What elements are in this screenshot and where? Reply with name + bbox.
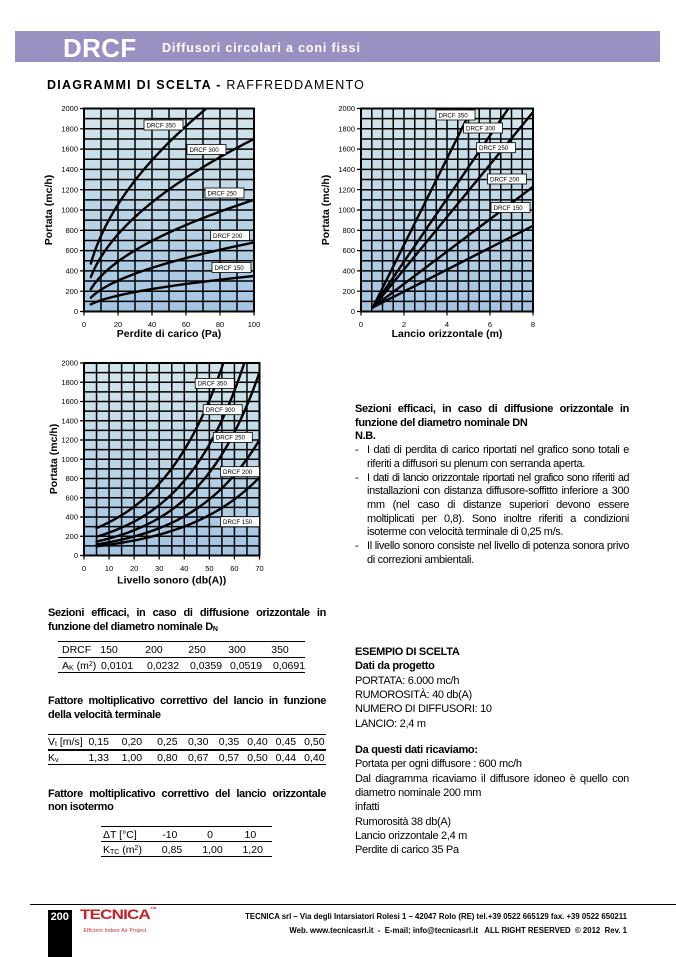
svg-text:DRCF 350: DRCF 350 <box>439 112 469 119</box>
svg-text:DRCF 200: DRCF 200 <box>213 233 243 240</box>
svg-text:DRCF 300: DRCF 300 <box>206 407 236 414</box>
svg-text:600: 600 <box>65 246 78 255</box>
svg-text:1400: 1400 <box>338 165 355 174</box>
svg-text:80: 80 <box>216 320 224 329</box>
svg-text:40: 40 <box>180 564 188 573</box>
svg-text:1400: 1400 <box>61 416 78 425</box>
svg-text:600: 600 <box>342 246 355 255</box>
svg-text:200: 200 <box>65 287 78 296</box>
svg-text:DRCF 250: DRCF 250 <box>208 190 238 197</box>
svg-text:DRCF 250: DRCF 250 <box>216 435 246 442</box>
svg-text:DRCF 250: DRCF 250 <box>479 145 509 152</box>
svg-text:1200: 1200 <box>338 185 355 194</box>
svg-text:0: 0 <box>74 307 78 316</box>
svg-text:DRCF 300: DRCF 300 <box>190 147 220 154</box>
svg-text:800: 800 <box>65 474 78 483</box>
svg-text:400: 400 <box>342 267 355 276</box>
svg-text:0: 0 <box>82 564 86 573</box>
svg-text:1800: 1800 <box>338 124 355 133</box>
svg-text:DRCF 150: DRCF 150 <box>494 205 524 212</box>
svg-text:Lancio orizzontale (m): Lancio orizzontale (m) <box>392 328 503 340</box>
svg-text:0: 0 <box>351 307 355 316</box>
svg-text:60: 60 <box>182 320 190 329</box>
svg-text:10: 10 <box>105 564 113 573</box>
svg-text:DRCF 200: DRCF 200 <box>223 469 253 476</box>
svg-text:1600: 1600 <box>61 145 78 154</box>
svg-text:1800: 1800 <box>61 124 78 133</box>
svg-text:2: 2 <box>402 320 406 329</box>
svg-text:DRCF 150: DRCF 150 <box>215 265 245 272</box>
svg-text:1000: 1000 <box>61 455 78 464</box>
svg-text:1000: 1000 <box>61 206 78 215</box>
svg-text:1600: 1600 <box>61 397 78 406</box>
svg-text:1600: 1600 <box>338 145 355 154</box>
svg-text:DRCF 350: DRCF 350 <box>147 122 177 129</box>
svg-text:200: 200 <box>342 287 355 296</box>
svg-text:800: 800 <box>342 226 355 235</box>
svg-text:2000: 2000 <box>338 104 355 113</box>
svg-text:Livello sonoro (db(A)): Livello sonoro (db(A)) <box>117 575 226 587</box>
svg-text:DRCF 150: DRCF 150 <box>223 519 253 526</box>
svg-text:4: 4 <box>445 320 449 329</box>
svg-text:DRCF 350: DRCF 350 <box>198 381 228 388</box>
svg-text:1200: 1200 <box>61 185 78 194</box>
svg-text:400: 400 <box>65 267 78 276</box>
svg-text:20: 20 <box>130 564 138 573</box>
svg-text:DRCF 200: DRCF 200 <box>490 176 520 183</box>
svg-text:DRCF 300: DRCF 300 <box>466 125 496 132</box>
svg-text:Portata (mc/h): Portata (mc/h) <box>43 175 55 246</box>
svg-text:50: 50 <box>205 564 213 573</box>
svg-text:30: 30 <box>155 564 163 573</box>
svg-text:Portata (mc/h): Portata (mc/h) <box>48 424 60 495</box>
svg-text:Perdite di carico (Pa): Perdite di carico (Pa) <box>117 328 221 340</box>
svg-text:0: 0 <box>74 551 78 560</box>
svg-text:400: 400 <box>65 513 78 522</box>
svg-text:2000: 2000 <box>61 359 78 368</box>
svg-text:8: 8 <box>531 320 535 329</box>
svg-text:2000: 2000 <box>61 104 78 113</box>
svg-text:60: 60 <box>230 564 238 573</box>
svg-text:100: 100 <box>248 320 261 329</box>
svg-text:20: 20 <box>114 320 122 329</box>
svg-text:0: 0 <box>359 320 363 329</box>
svg-text:40: 40 <box>148 320 156 329</box>
svg-text:1400: 1400 <box>61 165 78 174</box>
svg-text:1200: 1200 <box>61 436 78 445</box>
svg-text:70: 70 <box>255 564 263 573</box>
svg-text:800: 800 <box>65 226 78 235</box>
svg-text:600: 600 <box>65 493 78 502</box>
svg-text:Portata (mc/h): Portata (mc/h) <box>320 175 332 246</box>
svg-text:200: 200 <box>65 532 78 541</box>
svg-text:6: 6 <box>488 320 492 329</box>
svg-text:1800: 1800 <box>61 378 78 387</box>
svg-text:1000: 1000 <box>338 206 355 215</box>
svg-text:0: 0 <box>82 320 86 329</box>
